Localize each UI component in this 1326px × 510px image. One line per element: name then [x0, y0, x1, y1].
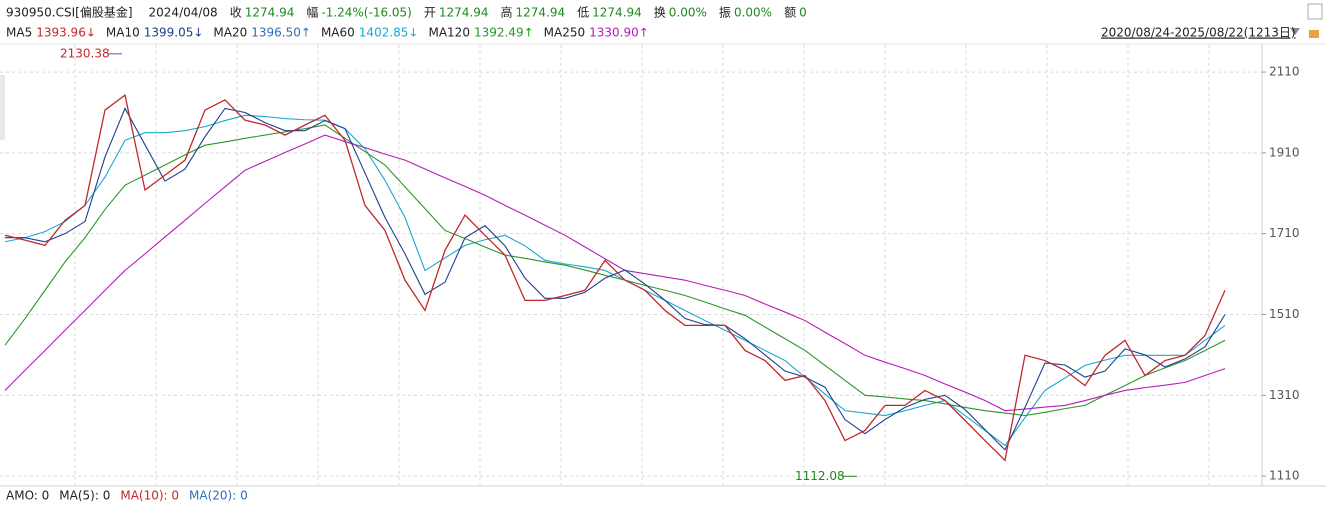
field-value: 0 [799, 6, 807, 20]
field-label: 低 [577, 6, 589, 20]
low-label: 1112.08 [795, 469, 845, 483]
field-value: 1274.94 [245, 6, 295, 20]
field-label: 收 [230, 6, 242, 20]
field-value: 1274.94 [439, 6, 489, 20]
field-value: 0.00% [669, 6, 707, 20]
ma-value: 1393.96↓ [36, 26, 96, 40]
ma-name: MA120 [428, 26, 469, 40]
ma-name: MA60 [321, 26, 355, 40]
y-tick-label: 1310 [1269, 388, 1300, 402]
high-label: 2130.38 [60, 46, 110, 60]
field-value: 1274.94 [516, 6, 566, 20]
y-tick-label: 1510 [1269, 307, 1300, 321]
lock-icon[interactable] [1309, 30, 1319, 38]
scroll-handle[interactable] [0, 75, 5, 140]
ma-line [4, 93, 1226, 462]
y-tick-label: 1110 [1269, 469, 1300, 483]
field-value: -1.24%(-16.05) [321, 6, 412, 20]
ma-value: 1396.50↑ [251, 26, 311, 40]
footer-text: MA(5): 0 [59, 489, 110, 503]
date-range[interactable]: 2020/08/24-2025/08/22(1213日) [1101, 26, 1296, 40]
y-tick-label: 1910 [1269, 145, 1300, 159]
ma-name: MA250 [544, 26, 585, 40]
field-label: 高 [501, 5, 513, 20]
ma-line [5, 107, 1226, 451]
ma-value: 1392.49↑ [474, 26, 534, 40]
ma-line [4, 134, 1226, 412]
dropdown-arrow[interactable] [1290, 28, 1300, 35]
ma-value: 1399.05↓ [144, 26, 204, 40]
ma-value: 1402.85↓ [359, 26, 419, 40]
ma-name: MA20 [213, 26, 247, 40]
y-tick-label: 2110 [1269, 65, 1300, 79]
icon-button[interactable] [1307, 3, 1323, 20]
quote-date: 2024/04/08 [149, 6, 218, 20]
field-value: 0.00% [734, 6, 772, 20]
ma-name: MA10 [106, 26, 140, 40]
footer-text: AMO: 0 [6, 489, 49, 503]
ma-line [4, 114, 1226, 447]
ma-value: 1330.90↑ [589, 26, 649, 40]
field-label: 振 [719, 6, 731, 20]
y-tick-label: 1710 [1269, 226, 1300, 240]
footer-text: MA(20): 0 [189, 489, 248, 503]
footer-text: MA(10): 0 [120, 489, 179, 503]
field-label: 换 [654, 6, 666, 20]
field-label: 幅 [306, 5, 318, 20]
field-value: 1274.94 [592, 6, 642, 20]
field-label: 开 [424, 6, 436, 20]
field-label: 额 [784, 6, 796, 20]
ma-name: MA5 [6, 26, 32, 40]
index-code: 930950.CSI[偏股基金] [6, 5, 133, 20]
